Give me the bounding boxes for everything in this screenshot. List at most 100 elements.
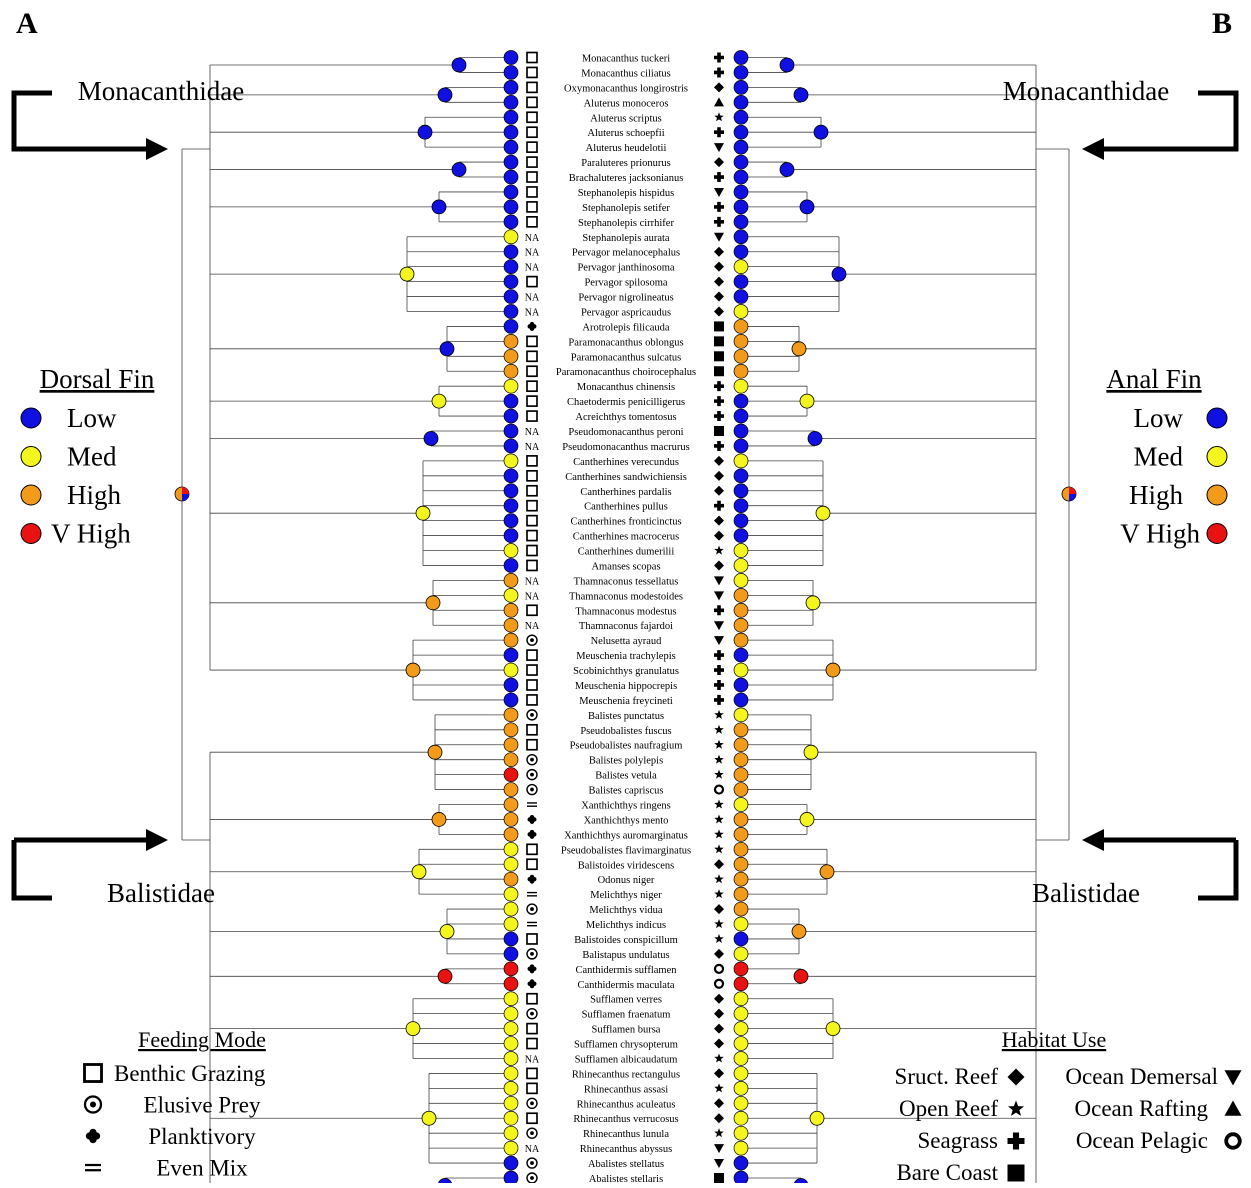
dorsal-state-circle xyxy=(503,1170,519,1186)
equal-bar-icon xyxy=(527,925,537,927)
triangle-up-icon xyxy=(1224,1100,1242,1116)
feeding-symbol xyxy=(526,350,538,363)
anal-state-circle xyxy=(733,617,749,633)
equal-bar-icon xyxy=(527,891,537,894)
diamond-icon xyxy=(714,560,724,571)
feeding-symbol xyxy=(526,126,538,139)
arrowhead-icon xyxy=(1082,829,1104,851)
star-icon xyxy=(714,112,724,122)
arrowhead-icon xyxy=(146,138,168,160)
node-pie xyxy=(799,812,815,827)
habitat-symbol xyxy=(714,545,724,555)
anal-state-circle xyxy=(733,677,749,693)
anal-state-circle xyxy=(733,94,749,110)
taxon-name: Stephanolepis setifer xyxy=(582,203,670,214)
dorsal-state-circle xyxy=(503,1036,519,1051)
dorsal-state-circle xyxy=(503,632,519,648)
diamond-icon xyxy=(1007,1068,1025,1086)
habitat-symbol xyxy=(714,201,724,212)
dorsal-state-circle xyxy=(503,199,519,215)
habitat-symbol xyxy=(714,351,724,362)
taxon-name: Balistes vetula xyxy=(595,771,657,782)
feeding-symbol xyxy=(526,1097,538,1110)
anal-state-circle xyxy=(733,961,749,977)
feeding-symbol xyxy=(526,1037,538,1050)
dorsal-state-circle xyxy=(503,1155,519,1171)
habitat-symbol xyxy=(714,1068,724,1079)
club-leaf-icon xyxy=(532,324,537,329)
anal-state-circle xyxy=(733,498,749,514)
square-outline-icon xyxy=(526,410,538,422)
taxon-name: Melichthys niger xyxy=(590,890,662,901)
star-icon xyxy=(714,829,724,839)
dorsal-state-circle xyxy=(503,558,519,573)
square-outline-icon xyxy=(526,559,538,572)
feeding-symbol xyxy=(526,51,538,64)
square-outline-icon xyxy=(526,649,538,661)
root-pie-slice xyxy=(182,487,189,494)
habitat-symbol xyxy=(714,889,724,899)
square-outline-icon xyxy=(526,335,538,348)
node-pie xyxy=(791,341,807,357)
anal-state-circle xyxy=(733,408,749,424)
dorsal-legend-swatch xyxy=(20,523,42,544)
habitat-symbol xyxy=(714,829,724,839)
anal-state-circle xyxy=(733,348,749,364)
dorsal-state-circle xyxy=(503,528,519,543)
feeding-symbol xyxy=(526,335,538,348)
taxon-name: Aluterus heudelotii xyxy=(586,143,667,154)
taxon-name: Paraluteres prionurus xyxy=(581,158,671,169)
triangle-down-icon xyxy=(714,636,724,646)
node-pie xyxy=(431,393,447,409)
taxon-name: Melichthys indicus xyxy=(586,920,666,931)
taxon-name: Pervagor aspricaudus xyxy=(581,307,671,318)
square-outline-icon xyxy=(526,858,538,871)
taxon-name: Xanthichthys mento xyxy=(584,815,669,826)
taxon-name: Cantherhines sandwichiensis xyxy=(565,472,687,483)
club-leaf-icon xyxy=(527,981,532,987)
root-pie-slice xyxy=(1069,494,1076,501)
square-outline-icon xyxy=(526,1082,538,1095)
target-dot-icon xyxy=(530,1131,534,1136)
habitat-symbol xyxy=(714,396,724,407)
dorsal-state-circle xyxy=(503,782,519,797)
feeding-symbol xyxy=(527,964,537,974)
dorsal-state-circle xyxy=(503,1125,519,1141)
taxon-name: Cantherhines macrocerus xyxy=(573,532,679,543)
node-pie xyxy=(825,662,841,678)
node-pie xyxy=(411,864,427,880)
node-pie xyxy=(439,341,455,357)
triangle-down-icon xyxy=(714,1144,724,1154)
anal-state-circle xyxy=(733,737,749,753)
triangle-down-icon xyxy=(714,576,724,586)
habitat-symbol xyxy=(714,904,724,915)
dorsal-state-circle xyxy=(503,408,519,424)
cross-icon xyxy=(714,650,724,661)
na-label: NA xyxy=(525,248,540,259)
dorsal-state-circle xyxy=(503,767,519,782)
dorsal-state-circle xyxy=(503,1140,519,1156)
taxon-name: Pervagor melanocephalus xyxy=(572,248,680,259)
anal-state-circle xyxy=(733,722,749,738)
dorsal-state-circle xyxy=(503,94,519,110)
dorsal-state-circle xyxy=(503,573,519,588)
taxon-name: Acreichthys tomentosus xyxy=(575,412,676,423)
node-pie xyxy=(793,1178,809,1188)
dorsal-state-circle xyxy=(503,1006,519,1022)
square-outline-icon xyxy=(526,1022,538,1035)
habitat-symbol xyxy=(714,1113,724,1124)
taxon-name: Paramonacanthus sulcatus xyxy=(571,352,682,363)
family-arrows xyxy=(11,90,1239,901)
equal-bar-icon xyxy=(527,802,537,804)
taxon-name: Scobinichthys granulatus xyxy=(573,666,679,677)
habitat-symbol xyxy=(714,993,724,1004)
square-outline-icon xyxy=(526,201,538,213)
anal-legend-swatch xyxy=(1206,484,1228,506)
feeding-symbol xyxy=(526,1022,538,1035)
dorsal-legend-swatch xyxy=(20,446,42,467)
bracket-arrow xyxy=(1100,837,1239,901)
dorsal-state-circle xyxy=(503,722,519,738)
anal-state-circle xyxy=(733,393,749,409)
habitat-symbol xyxy=(714,321,724,332)
habitat-symbol xyxy=(714,291,724,302)
